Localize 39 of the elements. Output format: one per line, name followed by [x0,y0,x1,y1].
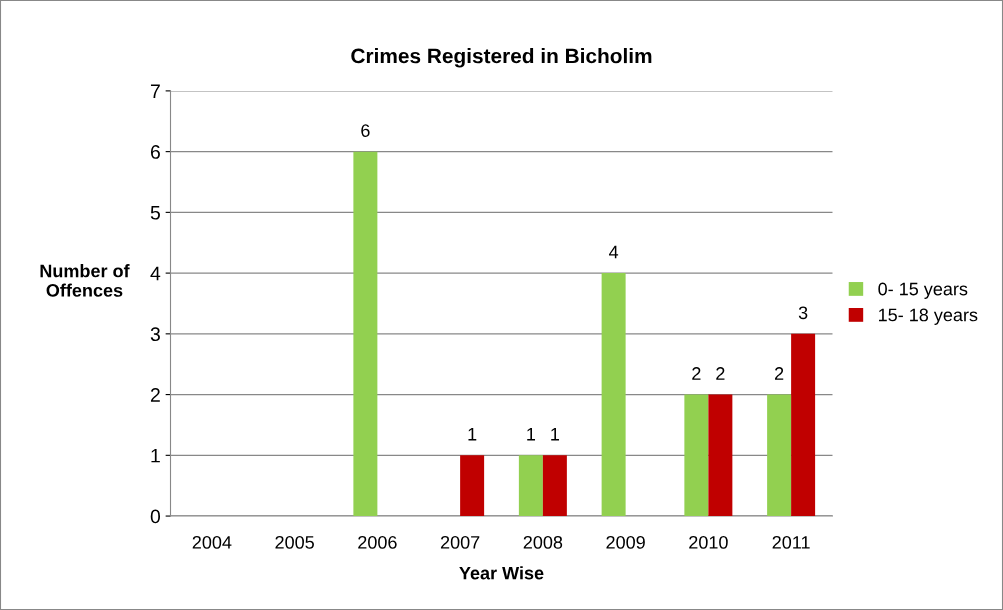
legend-label: 0- 15 years [878,282,968,299]
bar [791,333,816,517]
x-tick-label: 2004 [192,535,232,549]
y-tick-label: 2 [150,388,160,402]
x-tick-label: 2011 [772,535,810,549]
data-label: 2 [775,367,784,380]
x-tick-label: 2008 [523,535,563,549]
bar [601,273,626,517]
x-tick-label: 2010 [689,535,728,549]
x-tick-label: 2005 [275,535,314,549]
y-tick-label: 1 [151,448,160,463]
bar [518,455,543,517]
chart-title: Crimes Registered in Bicholim [351,48,652,68]
y-tick-label: 3 [150,327,160,342]
data-label: 6 [361,124,370,137]
x-axis-title: Year Wise [459,566,544,580]
data-label: 2 [716,367,725,380]
bar [542,455,567,517]
bar [767,394,792,517]
x-tick-label: 2006 [358,535,397,549]
legend-label: 15- 18 years [879,308,978,325]
x-tick-label: 2007 [440,535,480,549]
y-tick-label: 7 [150,84,160,98]
y-tick-label: 6 [150,145,160,159]
bar [708,394,733,517]
x-tick-label: 2009 [606,535,645,549]
data-label: 4 [609,245,619,259]
data-label: 3 [798,306,808,320]
bar [460,455,485,517]
y-tick-label: 5 [150,206,160,220]
bar [684,394,709,517]
y-tick-label: 4 [150,266,161,281]
bar [353,151,378,517]
y-tick-label: 0 [150,509,161,524]
y-axis-title: Number of Offences [40,264,130,297]
data-label: 2 [692,367,701,380]
data-label: 1 [551,428,560,441]
data-label: 1 [468,428,477,441]
data-label: 1 [527,428,536,441]
